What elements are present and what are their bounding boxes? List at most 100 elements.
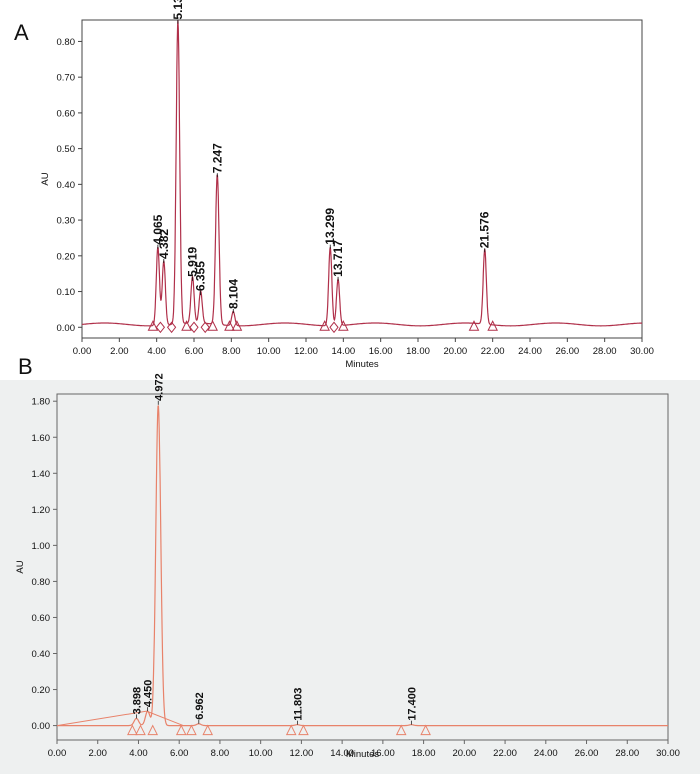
peak-label: 3.898 xyxy=(131,687,143,715)
x-tick-label: 18.00 xyxy=(406,346,430,357)
peak-marker-triangle xyxy=(186,724,197,736)
peak-marker-triangle xyxy=(202,724,214,736)
x-tick-label: 10.00 xyxy=(257,346,281,357)
x-tick-label: 16.00 xyxy=(369,346,393,357)
chromatogram-trace xyxy=(82,20,643,327)
peak-marker-triangle xyxy=(207,320,218,331)
peak-label: 6.355 xyxy=(194,261,208,291)
peak-marker-diamond xyxy=(155,321,166,334)
peak-label: 21.576 xyxy=(478,211,492,248)
x-tick-label: 20.00 xyxy=(452,748,476,759)
y-tick-label: 0.80 xyxy=(57,37,76,48)
y-tick-label: 0.70 xyxy=(57,73,76,84)
y-tick-label: 0.80 xyxy=(32,577,51,588)
x-tick-label: 4.00 xyxy=(147,346,166,357)
peak-label: 6.962 xyxy=(194,692,206,720)
peak-label: 11.803 xyxy=(292,688,304,721)
peak-marker-diamond xyxy=(329,321,339,334)
integration-baseline xyxy=(56,710,184,727)
y-tick-label: 0.10 xyxy=(57,287,76,298)
peak-label: 4.382 xyxy=(157,229,171,259)
y-tick-label: 1.80 xyxy=(32,397,51,408)
peak-marker-triangle xyxy=(147,724,159,736)
peak-marker-triangle xyxy=(420,724,431,736)
x-tick-label: 14.00 xyxy=(330,748,354,759)
x-tick-label: 8.00 xyxy=(222,346,241,357)
y-tick-label: 0.20 xyxy=(57,251,76,262)
peak-label: 13.299 xyxy=(323,208,337,245)
x-tick-label: 0.00 xyxy=(73,346,92,357)
y-tick-label: 0.00 xyxy=(57,323,76,334)
y-tick-label: 1.40 xyxy=(32,469,51,480)
y-tick-label: 1.60 xyxy=(32,433,51,444)
peak-label: 17.400 xyxy=(406,687,418,721)
peak-label: 7.247 xyxy=(210,143,224,173)
x-tick-label: 8.00 xyxy=(211,748,230,759)
x-tick-label: 28.00 xyxy=(615,748,639,759)
peak-marker-triangle xyxy=(298,724,309,736)
x-tick-label: 4.00 xyxy=(129,748,148,759)
y-tick-label: 0.40 xyxy=(57,180,76,191)
peak-marker-triangle xyxy=(127,724,138,736)
y-axis-label: AU xyxy=(15,560,26,573)
peak-marker-diamond xyxy=(166,321,177,334)
peak-label: 4.065 xyxy=(151,214,165,244)
x-tick-label: 22.00 xyxy=(493,748,517,759)
x-tick-label: 12.00 xyxy=(290,748,314,759)
y-tick-label: 0.60 xyxy=(32,613,51,624)
plot-frame xyxy=(56,393,669,741)
x-tick-label: 22.00 xyxy=(481,346,505,357)
peak-label: 13.717 xyxy=(331,240,345,277)
peak-marker-diamond xyxy=(200,321,210,334)
plot-frame xyxy=(81,19,643,339)
x-axis-label: Minutes xyxy=(346,749,380,760)
x-tick-label: 10.00 xyxy=(249,748,273,759)
peak-label: 4.972 xyxy=(153,373,165,401)
x-tick-label: 2.00 xyxy=(110,346,129,357)
peak-marker-diamond xyxy=(189,321,199,334)
x-tick-label: 26.00 xyxy=(575,748,599,759)
x-tick-label: 20.00 xyxy=(443,346,467,357)
y-axis-label: AU xyxy=(40,172,51,185)
y-tick-label: 1.00 xyxy=(32,541,51,552)
y-tick-label: 0.40 xyxy=(32,649,51,660)
y-tick-label: 0.20 xyxy=(32,685,51,696)
peak-label: 5.138 xyxy=(171,0,185,20)
y-tick-label: 0.50 xyxy=(57,144,76,155)
peak-marker-triangle xyxy=(285,724,297,736)
x-tick-label: 14.00 xyxy=(331,346,355,357)
chart-panel-a: 0.00 0.10 0.20 0.30 0.40 0.50 0.60 0.70 0.80 0.00… xyxy=(40,0,654,370)
x-tick-label: 30.00 xyxy=(656,748,680,759)
chart-panel-b: 0.00 0.20 0.40 0.60 0.80 1.00 1.20 1.40 1.60 1.80… xyxy=(0,373,700,774)
x-tick-label: 28.00 xyxy=(593,346,617,357)
x-tick-label: 30.00 xyxy=(630,346,654,357)
x-tick-label: 18.00 xyxy=(412,748,436,759)
peak-label: 8.104 xyxy=(226,279,240,309)
peak-label: 4.450 xyxy=(143,680,155,708)
x-tick-label: 24.00 xyxy=(534,748,558,759)
y-tick-label: 0.00 xyxy=(32,721,51,732)
x-tick-label: 16.00 xyxy=(371,748,395,759)
peak-marker-triangle xyxy=(231,320,243,331)
x-tick-label: 0.00 xyxy=(48,748,67,759)
x-axis-label: Minutes xyxy=(345,359,379,370)
y-tick-label: 0.60 xyxy=(57,108,76,119)
y-tick-label: 0.30 xyxy=(57,216,76,227)
x-tick-label: 2.00 xyxy=(88,748,107,759)
panel-label-b: B xyxy=(18,354,33,379)
peak-marker-triangle xyxy=(181,320,192,331)
peak-marker-triangle xyxy=(135,724,146,736)
peak-marker-triangle xyxy=(175,724,187,736)
panel-label-a: A xyxy=(14,20,29,45)
peak-marker-triangle xyxy=(224,320,235,331)
y-tick-label: 1.20 xyxy=(32,505,51,516)
x-tick-label: 6.00 xyxy=(185,346,204,357)
x-tick-label: 12.00 xyxy=(294,346,318,357)
chromatogram-trace xyxy=(57,405,668,727)
peak-label: 5.919 xyxy=(185,246,199,276)
peak-marker-triangle xyxy=(395,724,407,736)
x-tick-label: 6.00 xyxy=(170,748,189,759)
x-tick-label: 26.00 xyxy=(555,346,579,357)
panel-background xyxy=(0,380,700,774)
